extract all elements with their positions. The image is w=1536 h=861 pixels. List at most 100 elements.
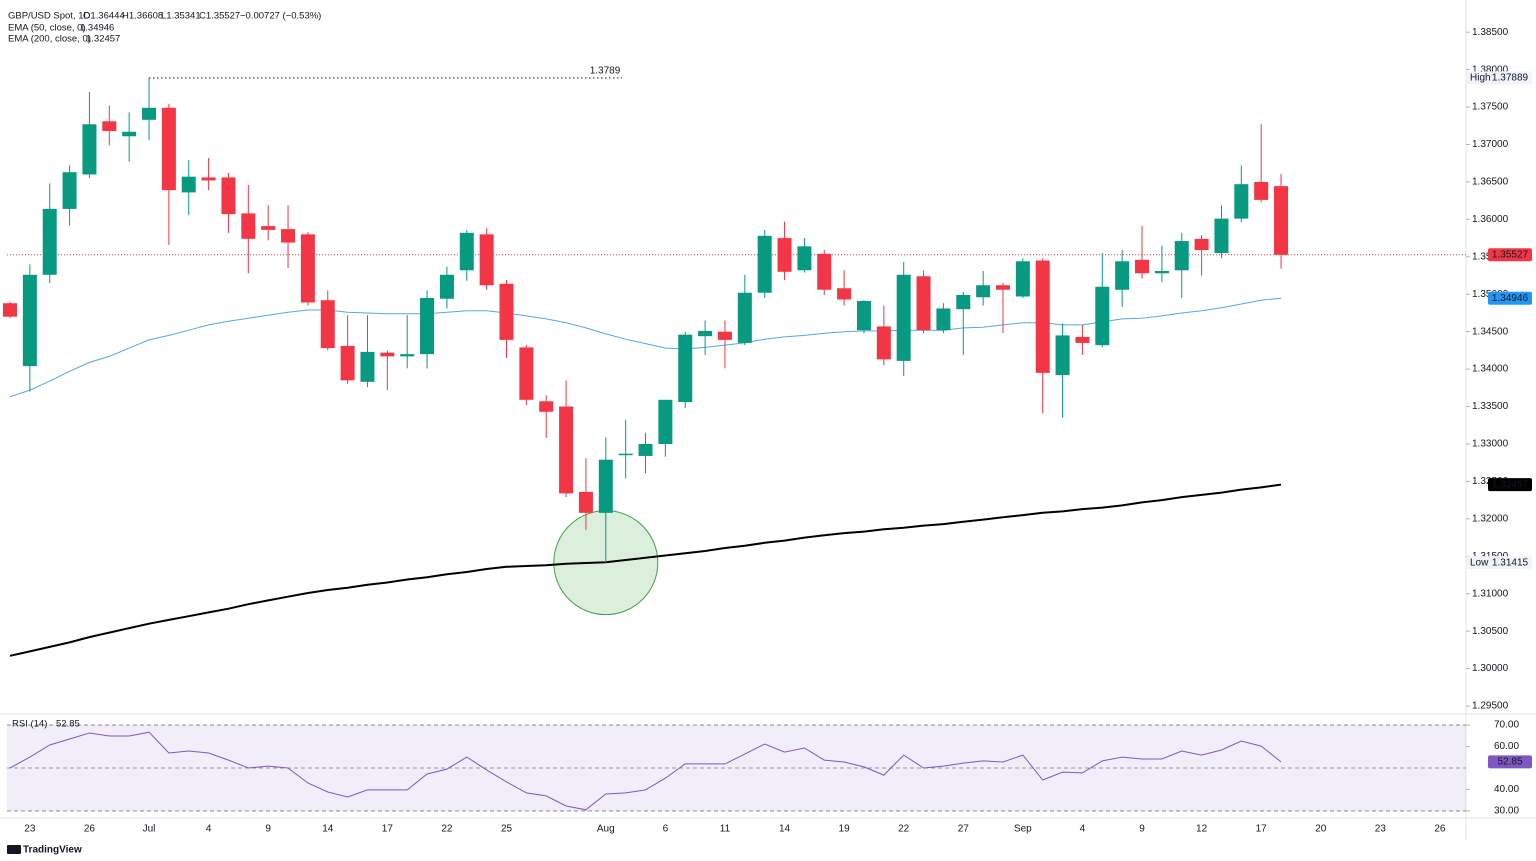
ohlc-field: C1.35527 xyxy=(199,11,240,22)
x-tick-label: 17 xyxy=(1256,824,1268,835)
candle-body xyxy=(22,274,37,367)
candle-body xyxy=(241,213,256,239)
logo xyxy=(7,845,21,854)
extreme-tag-label: Low xyxy=(1470,557,1489,568)
candle-body xyxy=(281,229,296,243)
rsi-line xyxy=(9,731,1282,811)
candle-body xyxy=(499,283,514,340)
x-tick-label: 25 xyxy=(501,824,513,835)
ema-line xyxy=(9,297,1282,398)
y-tick-label: 1.34000 xyxy=(1472,364,1509,375)
candle-body xyxy=(638,443,653,456)
y-tick-label: 1.30000 xyxy=(1472,663,1509,674)
candle-body xyxy=(400,354,415,357)
x-tick-label: 17 xyxy=(382,824,394,835)
candle-body xyxy=(439,274,454,299)
legend-label: EMA (50, close, 0) xyxy=(8,23,86,34)
x-tick-label: 23 xyxy=(1375,824,1387,835)
ohlc-field: O1.36444 xyxy=(83,11,125,22)
candle-body xyxy=(320,300,335,349)
x-tick-label: 9 xyxy=(1139,824,1145,835)
plot-layer: 1.38500 1.38000 1.37500 1.37000 1.36500 1.360… xyxy=(3,27,1519,835)
candle-body xyxy=(578,491,593,513)
extreme-tag-value: 1.31415 xyxy=(1492,557,1529,568)
y-tick-label: 1.36000 xyxy=(1472,214,1509,225)
candle-body xyxy=(300,234,315,303)
candle-body xyxy=(479,234,494,286)
candle-body xyxy=(181,176,196,193)
candle-body xyxy=(142,107,157,120)
candle-body xyxy=(876,326,891,360)
candle-body xyxy=(340,345,355,381)
x-tick-label: 12 xyxy=(1196,824,1208,835)
candle-body xyxy=(1154,271,1169,274)
extreme-tag-value: 1.37889 xyxy=(1492,73,1529,84)
candle-body xyxy=(618,453,633,456)
ema-tag: 1.32457 xyxy=(1492,479,1529,490)
candle-body xyxy=(956,294,971,310)
legend-value: 1.34946 xyxy=(80,23,114,34)
candle-body xyxy=(1135,259,1150,274)
x-tick-label: 27 xyxy=(958,824,970,835)
x-tick-label: Sep xyxy=(1014,824,1032,835)
candle-body xyxy=(161,107,176,191)
x-tick-label: 4 xyxy=(1080,824,1086,835)
x-tick-label: 22 xyxy=(441,824,453,835)
candle-body xyxy=(717,331,732,340)
candle-body xyxy=(82,124,97,175)
candle-body xyxy=(519,347,534,400)
ohlc-field: L1.35341 xyxy=(161,11,201,22)
x-tick-label: 23 xyxy=(24,824,36,835)
candle-body xyxy=(1015,261,1030,297)
candle-body xyxy=(122,131,137,137)
legend-value: 1.32457 xyxy=(86,34,120,45)
brand-text: TradingView xyxy=(23,845,82,856)
x-tick-label: Aug xyxy=(597,824,615,835)
candle-body xyxy=(598,459,613,513)
x-tick-label: 26 xyxy=(1434,824,1446,835)
candle-body xyxy=(976,285,991,298)
candle-body xyxy=(1254,181,1269,200)
x-tick-label: 26 xyxy=(84,824,96,835)
extreme-tag-bg xyxy=(1467,556,1532,570)
annotation-label: 1.3789 xyxy=(590,66,621,77)
candle-body xyxy=(757,235,772,293)
x-tick-label: 9 xyxy=(265,824,271,835)
candle-body xyxy=(380,352,395,357)
candle-body xyxy=(1174,241,1189,271)
candle-body xyxy=(817,253,832,290)
y-tick-label: 1.38500 xyxy=(1472,27,1509,38)
last-price-tag: 1.35527 xyxy=(1492,249,1529,260)
branding: TradingView xyxy=(7,845,82,856)
ohlc-field: H1.36608 xyxy=(122,11,163,22)
y-tick-label: 1.33500 xyxy=(1472,401,1509,412)
candle-body xyxy=(1274,186,1289,255)
candle-body xyxy=(678,334,693,403)
symbol-title: GBP/USD Spot, 1D xyxy=(8,11,91,22)
rsi-label: RSI (14) xyxy=(12,719,47,730)
candle-body xyxy=(102,121,117,132)
candle-body xyxy=(559,406,574,494)
candle-body xyxy=(201,177,216,181)
candle-body xyxy=(1194,238,1209,251)
x-tick-label: 19 xyxy=(839,824,851,835)
ohlc-field: −0.00727 (−0.53%) xyxy=(240,11,321,22)
candle-body xyxy=(1234,184,1249,219)
extreme-tag-bg xyxy=(1467,71,1532,85)
x-tick-label: 4 xyxy=(206,824,212,835)
candle-body xyxy=(916,276,931,331)
x-tick-label: 14 xyxy=(322,824,334,835)
x-tick-label: 11 xyxy=(720,824,731,835)
candle-body xyxy=(837,288,852,300)
ema-tag: 1.34946 xyxy=(1492,293,1529,304)
candle-body xyxy=(698,330,713,337)
ema-tag-bg xyxy=(1488,478,1532,492)
extreme-tag-label: High xyxy=(1470,73,1491,84)
legend-label: EMA (200, close, 0) xyxy=(8,34,91,45)
candle-body xyxy=(539,401,554,412)
rsi-tag-bg xyxy=(1488,755,1532,769)
candle-body xyxy=(42,208,57,275)
candle-body xyxy=(1055,335,1070,376)
x-tick-label: 14 xyxy=(779,824,791,835)
candle-body xyxy=(737,292,752,343)
